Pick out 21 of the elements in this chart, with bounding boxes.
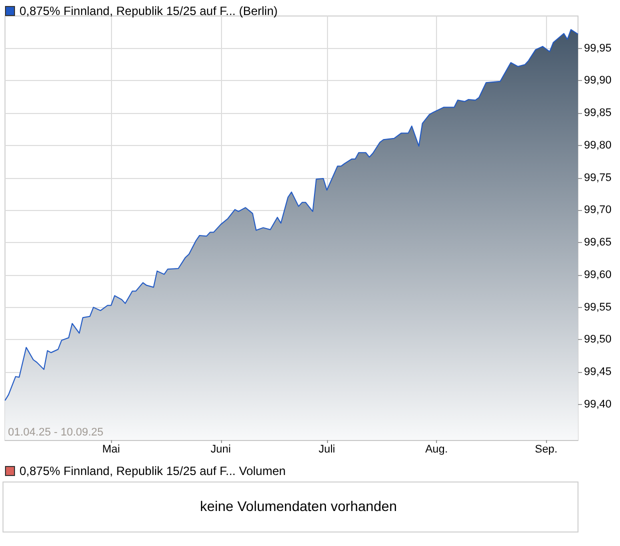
y-tick-label: 99,90 xyxy=(584,74,612,87)
x-tick-label: Juni xyxy=(210,444,231,456)
y-tick-label: 99,75 xyxy=(584,172,612,184)
y-tick-label: 99,50 xyxy=(584,334,612,346)
y-tick-label: 99,95 xyxy=(584,42,612,54)
annotation: 01.04.25 - 10.09.25 xyxy=(8,426,104,438)
y-tick-label: 99,55 xyxy=(584,301,612,314)
y-tick-label: 99,70 xyxy=(584,204,612,216)
legend-label: 0,875% Finnland, Republik 15/25 auf F... (Berlin) xyxy=(20,4,278,18)
y-tick-label: 99,40 xyxy=(584,398,612,410)
x-tick-label: Juli xyxy=(318,444,336,456)
y-tick-label: 99,80 xyxy=(584,139,612,152)
y-tick-label: 99,60 xyxy=(584,268,612,281)
x-tick-label: Mai xyxy=(102,444,120,456)
y-tick-label: 99,65 xyxy=(584,236,612,249)
y-tick-label: 99,85 xyxy=(584,107,612,120)
x-tick-label: Sep. xyxy=(534,444,558,456)
legend-label: 0,875% Finnland, Republik 15/25 auf F... Volumen xyxy=(20,464,286,478)
text: keine Volumendaten vorhanden xyxy=(200,498,397,514)
y-tick-label: 99,45 xyxy=(584,366,612,378)
x-tick-label: Aug. xyxy=(425,444,448,456)
